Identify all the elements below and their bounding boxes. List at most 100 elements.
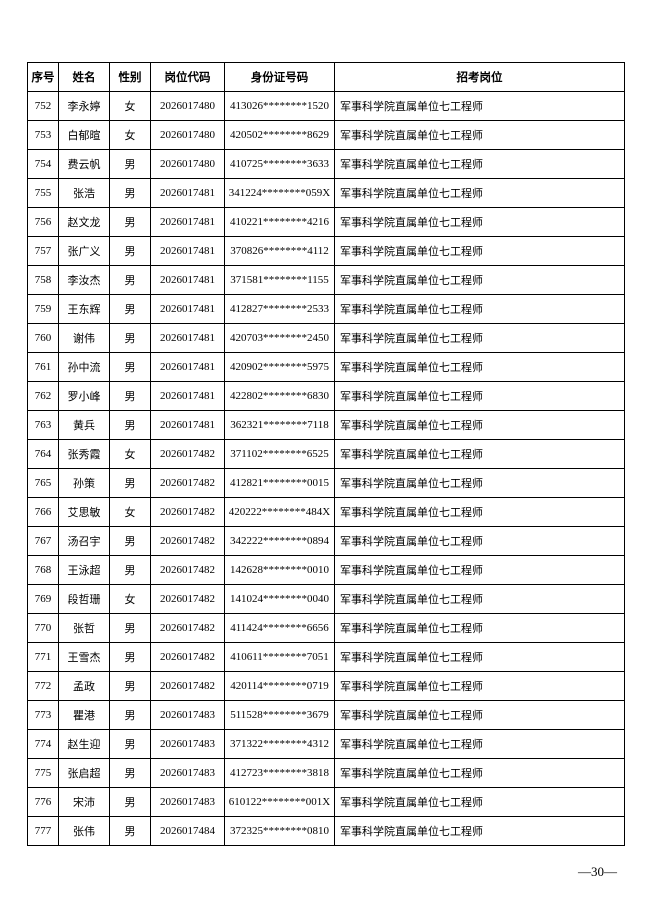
table-cell: 男 <box>109 555 151 585</box>
table-cell: 2026017480 <box>150 120 225 150</box>
table-row: 761 孙中流男 2026017481 420902********5975 军事科学院… <box>27 352 625 382</box>
table-cell: 男 <box>109 642 151 672</box>
table-row: 777 张伟男 2026017484 372325********0810 军事科学院直… <box>27 816 625 846</box>
table-cell: 2026017480 <box>150 91 225 121</box>
table-cell: 420703********2450 <box>224 323 335 353</box>
table-cell: 766 <box>27 497 59 527</box>
table-cell: 男 <box>109 178 151 208</box>
table-row: 774 赵生迎男 2026017483 371322********4312 军事科学院… <box>27 729 625 759</box>
table-cell: 李永婷 <box>58 91 110 121</box>
table-cell: 赵文龙 <box>58 207 110 237</box>
table-cell: 女 <box>109 120 151 150</box>
table-cell: 军事科学院直属单位七工程师 <box>334 178 625 208</box>
table-cell: 男 <box>109 265 151 295</box>
table-row: 773 瞿港男 2026017483 511528********3679 军事科学院直… <box>27 700 625 730</box>
table-cell: 张秀霞 <box>58 439 110 469</box>
table-cell: 男 <box>109 758 151 788</box>
table-row: 754 费云帆男 2026017480 410725********3633 军事科学院… <box>27 149 625 179</box>
table-cell: 张哲 <box>58 613 110 643</box>
table-cell: 军事科学院直属单位七工程师 <box>334 439 625 469</box>
table-cell: 宋沛 <box>58 787 110 817</box>
table-cell: 777 <box>27 816 59 846</box>
table-cell: 2026017482 <box>150 613 225 643</box>
table-cell: 军事科学院直属单位七工程师 <box>334 816 625 846</box>
table-cell: 141024********0040 <box>224 584 335 614</box>
table-cell: 军事科学院直属单位七工程师 <box>334 555 625 585</box>
table-cell: 769 <box>27 584 59 614</box>
table-cell: 764 <box>27 439 59 469</box>
table-cell: 752 <box>27 91 59 121</box>
table-cell: 白郁暄 <box>58 120 110 150</box>
table-cell: 军事科学院直属单位七工程师 <box>334 381 625 411</box>
table-cell: 军事科学院直属单位七工程师 <box>334 526 625 556</box>
table-cell: 2026017483 <box>150 758 225 788</box>
table-cell: 张广义 <box>58 236 110 266</box>
table-row: 771 王雪杰男 2026017482 410611********7051 军事科学院… <box>27 642 625 672</box>
table-cell: 412821********0015 <box>224 468 335 498</box>
table-cell: 2026017483 <box>150 787 225 817</box>
table-row: 762 罗小峰男 2026017481 422802********6830 军事科学院… <box>27 381 625 411</box>
table-cell: 孙中流 <box>58 352 110 382</box>
table-cell: 女 <box>109 439 151 469</box>
table-cell: 2026017482 <box>150 497 225 527</box>
table-cell: 男 <box>109 729 151 759</box>
table-cell: 2026017481 <box>150 265 225 295</box>
table-cell: 军事科学院直属单位七工程师 <box>334 323 625 353</box>
table-cell: 军事科学院直属单位七工程师 <box>334 207 625 237</box>
table-cell: 2026017483 <box>150 700 225 730</box>
table-row: 763 黄兵男 2026017481 362321********7118 军事科学院直… <box>27 410 625 440</box>
table-cell: 赵生迎 <box>58 729 110 759</box>
table-cell: 王雪杰 <box>58 642 110 672</box>
table-cell: 773 <box>27 700 59 730</box>
table-cell: 汤召宇 <box>58 526 110 556</box>
table-cell: 男 <box>109 236 151 266</box>
table-row: 753 白郁暄女 2026017480 420502********8629 军事科学院… <box>27 120 625 150</box>
table-cell: 757 <box>27 236 59 266</box>
table-cell: 艾思敏 <box>58 497 110 527</box>
table-cell: 610122********001X <box>224 787 335 817</box>
table-cell: 男 <box>109 323 151 353</box>
table-cell: 张浩 <box>58 178 110 208</box>
table-cell: 军事科学院直属单位七工程师 <box>334 729 625 759</box>
table-cell: 362321********7118 <box>224 410 335 440</box>
table-cell: 军事科学院直属单位七工程师 <box>334 584 625 614</box>
table-cell: 774 <box>27 729 59 759</box>
table-cell: 男 <box>109 381 151 411</box>
table-cell: 男 <box>109 526 151 556</box>
table-cell: 男 <box>109 468 151 498</box>
table-row: 769 段哲珊女 2026017482 141024********0040 军事科学院… <box>27 584 625 614</box>
table-row: 752 李永婷女 2026017480 413026********1520 军事科学院… <box>27 91 625 121</box>
table-cell: 410221********4216 <box>224 207 335 237</box>
table-cell: 342222********0894 <box>224 526 335 556</box>
table-cell: 2026017481 <box>150 323 225 353</box>
table-cell: 男 <box>109 613 151 643</box>
table-cell: 军事科学院直属单位七工程师 <box>334 352 625 382</box>
table-cell: 瞿港 <box>58 700 110 730</box>
table-cell: 罗小峰 <box>58 381 110 411</box>
table-row: 775 张启超男 2026017483 412723********3818 军事科学院… <box>27 758 625 788</box>
table-cell: 2026017481 <box>150 207 225 237</box>
header-row: 序号 姓名 性别 岗位代码 身份证号码 招考岗位 <box>27 62 625 92</box>
table-row: 772 孟政男 2026017482 420114********0719 军事科学院直… <box>27 671 625 701</box>
table-row: 766 艾思敏女 2026017482 420222********484X 军事科学院… <box>27 497 625 527</box>
table-cell: 767 <box>27 526 59 556</box>
table-row: 756 赵文龙男 2026017481 410221********4216 军事科学院… <box>27 207 625 237</box>
table-cell: 军事科学院直属单位七工程师 <box>334 671 625 701</box>
table-cell: 761 <box>27 352 59 382</box>
table-cell: 2026017484 <box>150 816 225 846</box>
table-cell: 371581********1155 <box>224 265 335 295</box>
table-cell: 2026017482 <box>150 468 225 498</box>
table-cell: 2026017482 <box>150 439 225 469</box>
table-cell: 754 <box>27 149 59 179</box>
table-cell: 段哲珊 <box>58 584 110 614</box>
table-cell: 758 <box>27 265 59 295</box>
table-cell: 军事科学院直属单位七工程师 <box>334 642 625 672</box>
candidate-table: 序号 姓名 性别 岗位代码 身份证号码 招考岗位 752 李永婷女 2026017480 413… <box>27 62 625 846</box>
table-row: 764 张秀霞女 2026017482 371102********6525 军事科学院… <box>27 439 625 469</box>
table-cell: 军事科学院直属单位七工程师 <box>334 91 625 121</box>
table-cell: 372325********0810 <box>224 816 335 846</box>
table-cell: 男 <box>109 149 151 179</box>
header-cell: 招考岗位 <box>334 62 625 92</box>
table-cell: 王泳超 <box>58 555 110 585</box>
